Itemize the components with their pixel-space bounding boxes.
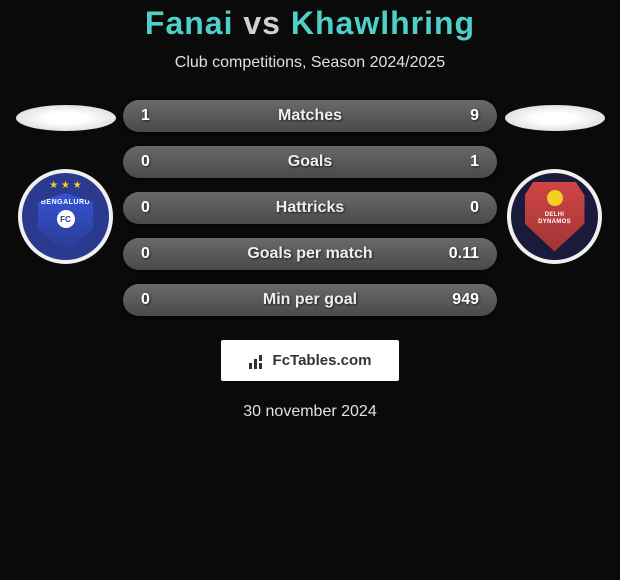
vs-separator: vs [243, 5, 281, 41]
stat-left-value: 0 [141, 291, 150, 309]
right-column: DELHI DYNAMOS [497, 100, 612, 264]
subtitle: Club competitions, Season 2024/2025 [175, 54, 445, 72]
left-shield: BENGALURU FC [38, 193, 93, 253]
stat-right-value: 0 [470, 199, 479, 217]
main-row: ★ ★ ★ BENGALURU FC 1 Matches 9 0 Goals 1… [0, 100, 620, 316]
stat-bar-goals-per-match: 0 Goals per match 0.11 [123, 238, 497, 270]
stat-bar-min-per-goal: 0 Min per goal 949 [123, 284, 497, 316]
right-club-badge: DELHI DYNAMOS [507, 169, 602, 264]
fctables-text: FcTables.com [273, 352, 372, 369]
ball-icon [547, 190, 563, 206]
stars-icon: ★ ★ ★ [49, 180, 81, 191]
stat-label: Goals per match [247, 245, 372, 263]
stat-left-value: 1 [141, 107, 150, 125]
stat-bar-matches: 1 Matches 9 [123, 100, 497, 132]
left-club-code: FC [57, 210, 75, 228]
stat-bar-hattricks: 0 Hattricks 0 [123, 192, 497, 224]
right-ellipse [505, 105, 605, 131]
stat-label: Goals [288, 153, 332, 171]
player2-name: Khawlhring [291, 5, 475, 41]
left-column: ★ ★ ★ BENGALURU FC [8, 100, 123, 264]
right-club-name: DELHI DYNAMOS [538, 212, 571, 226]
right-club-line2: DYNAMOS [538, 219, 571, 225]
left-club-name: BENGALURU [41, 199, 90, 206]
stat-label: Hattricks [276, 199, 344, 217]
stat-right-value: 1 [470, 153, 479, 171]
stat-label: Min per goal [263, 291, 357, 309]
stat-label: Matches [278, 107, 342, 125]
stats-column: 1 Matches 9 0 Goals 1 0 Hattricks 0 0 Go… [123, 100, 497, 316]
left-ellipse [16, 105, 116, 131]
stat-left-value: 0 [141, 199, 150, 217]
stat-bar-goals: 0 Goals 1 [123, 146, 497, 178]
date-text: 30 november 2024 [243, 403, 376, 421]
player1-name: Fanai [145, 5, 234, 41]
stat-left-value: 0 [141, 245, 150, 263]
chart-icon [249, 353, 267, 369]
right-club-line1: DELHI [545, 212, 565, 218]
stat-right-value: 0.11 [449, 245, 479, 263]
right-shield: DELHI DYNAMOS [525, 182, 585, 252]
left-club-badge: ★ ★ ★ BENGALURU FC [18, 169, 113, 264]
stat-left-value: 0 [141, 153, 150, 171]
fctables-watermark: FcTables.com [221, 340, 400, 381]
page-title: Fanai vs Khawlhring [145, 5, 475, 42]
stat-right-value: 949 [452, 291, 479, 309]
stat-right-value: 9 [470, 107, 479, 125]
